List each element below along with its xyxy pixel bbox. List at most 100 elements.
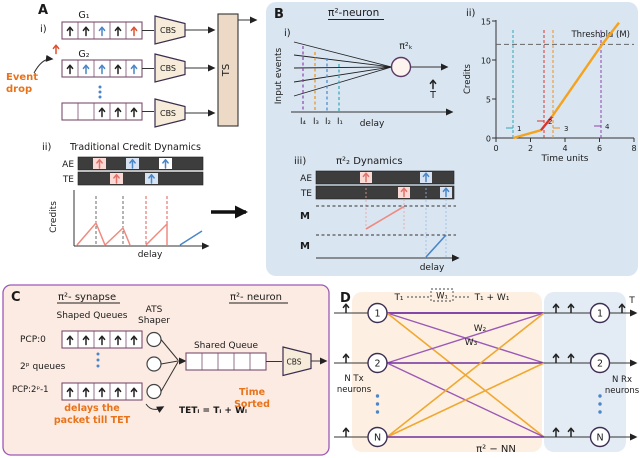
xtick: 6 — [597, 144, 602, 153]
output-time-label: T — [628, 296, 635, 306]
credit-ramp-blue — [179, 230, 203, 246]
threshold-m-label: M — [300, 211, 310, 222]
panel-b-section-iii: iii) — [294, 156, 306, 167]
credit-threshold-chart: 0 5 10 15 0 2 4 6 8 Credits Time units T… — [463, 18, 637, 165]
w1-label: W₁ — [436, 292, 448, 302]
panel-c: C π²- synapse π²- neuron Shaped Queues A… — [2, 284, 330, 456]
ae-event-bar-iii — [315, 170, 455, 185]
te-event-bar-iii — [315, 185, 455, 200]
event-marker: 1 — [517, 125, 521, 133]
panel-b-section-i: i) — [284, 28, 291, 39]
panel-b-section-ii: ii) — [466, 8, 476, 19]
event-drop-caption: drop — [6, 84, 32, 95]
ats-shaper-caption: Shaper — [138, 316, 170, 326]
cbs-shaper-2: CBS — [154, 53, 186, 83]
input-fan — [293, 41, 392, 97]
credit-curve — [512, 129, 542, 140]
queue-ellipsis — [98, 85, 102, 99]
panel-c-label: C — [11, 290, 21, 305]
tet-assignment-arrow — [145, 403, 165, 413]
time-sorter-block: TS — [217, 13, 239, 127]
queue-count-label: 2ᵖ queues — [20, 362, 66, 372]
time-units-axis-label: Time units — [540, 154, 588, 164]
input-label-i1: I₁ — [337, 117, 343, 127]
tx-neuron-n — [367, 426, 388, 448]
pi2k-neuron-label: π²ₖ — [399, 41, 413, 52]
ae-event-bar — [77, 156, 204, 171]
ytick: 15 — [481, 18, 491, 27]
rx-neuron-label: 2 — [597, 359, 603, 370]
queue-g2 — [61, 59, 143, 78]
rx-neuron-label: 1 — [597, 309, 603, 320]
panel-d-label: D — [340, 291, 351, 306]
input-spike-icon — [342, 427, 350, 438]
queue-g3 — [61, 102, 143, 121]
input-spike-icon — [342, 303, 350, 314]
xtick: 4 — [562, 144, 567, 153]
credit-ramp-pink — [365, 205, 405, 230]
input-events-axis-label: Input events — [274, 47, 284, 104]
tx-region-background — [352, 292, 542, 452]
xtick: 0 — [493, 144, 498, 153]
te-event-bar — [77, 171, 204, 186]
tx-neuron-2 — [367, 352, 388, 374]
cbs-label: CBS — [160, 26, 176, 35]
dropped-event-arrow-icon — [52, 44, 60, 55]
input-spike-icon — [342, 353, 350, 364]
panel-c-background — [2, 284, 330, 456]
synaptic-connections — [386, 312, 545, 438]
pcp0-label: PCP:0 — [20, 335, 46, 345]
event-marker: 4 — [605, 123, 610, 131]
panel-d: D 1 2 N N Tx neurons — [334, 288, 640, 455]
threshold-label: Threshold (M) — [570, 30, 630, 40]
ts-label: TS — [221, 64, 232, 77]
t1-plus-w1-label: T₁ + W₁ — [474, 293, 510, 303]
panel-b: B π²-neuron i) Input events I₄ I₃ I₂ I₁ … — [274, 7, 637, 273]
rx-caption: neurons — [605, 386, 640, 396]
ytick: 10 — [481, 57, 491, 66]
w2-label: W₂ — [474, 324, 487, 334]
w1-dotted-box — [430, 288, 454, 302]
ats-shaper-node — [146, 383, 162, 400]
pcp-ellipsis — [96, 352, 100, 368]
time-sorted-caption: Sorted — [234, 399, 270, 410]
t1-label: T₁ — [393, 293, 403, 303]
event-marker: 3 — [564, 125, 568, 133]
event-drop-pointer-arrow — [33, 54, 54, 74]
cbs-label: CBS — [286, 358, 301, 367]
cbs-shaper-1: CBS — [154, 15, 186, 45]
credit-curve-red-segment — [540, 115, 553, 131]
pcp-n-queue — [61, 382, 143, 401]
output-time-label: T — [429, 90, 436, 101]
tx-ellipsis — [375, 394, 380, 414]
ae-row-label: AE — [300, 174, 312, 184]
xtick: 2 — [528, 144, 533, 153]
shared-queue-caption: Shared Queue — [194, 341, 259, 351]
tx-neuron-label: N — [374, 433, 381, 444]
input-label-i2: I₂ — [325, 117, 331, 127]
cbs-label: CBS — [160, 109, 176, 118]
event-drop-caption: Event — [6, 72, 38, 83]
cbs-shaper-3: CBS — [154, 98, 186, 128]
panel-a-section-i: i) — [40, 24, 47, 35]
rx-caption: N Rx — [612, 375, 632, 385]
ytick: 5 — [486, 96, 491, 105]
queue-g1 — [61, 21, 143, 40]
ytick: 0 — [486, 135, 491, 144]
delay-axis-label: delay — [138, 250, 163, 260]
tx-caption: N Tx — [344, 374, 363, 384]
panel-a: A i) G₁ CBS G₂ — [6, 3, 258, 260]
delays-caption: packet till TET — [54, 415, 131, 426]
credit-plot: Credits delay — [49, 190, 210, 260]
tx-neuron-label: 2 — [374, 359, 380, 370]
time-sorted-caption: Time — [239, 387, 265, 398]
rx-ellipsis — [598, 394, 602, 414]
shaped-queues-caption: Shaped Queues — [56, 311, 127, 321]
panel-a-label: A — [38, 3, 48, 18]
tet-equation: TETᵢ = Tᵢ + Wᵢ — [179, 406, 247, 416]
credit-dynamics-title: Traditional Credit Dynamics — [69, 142, 201, 153]
w3-label: W₃ — [465, 338, 478, 348]
credits-axis-label: Credits — [49, 201, 59, 233]
event-marker: 2 — [548, 118, 552, 126]
